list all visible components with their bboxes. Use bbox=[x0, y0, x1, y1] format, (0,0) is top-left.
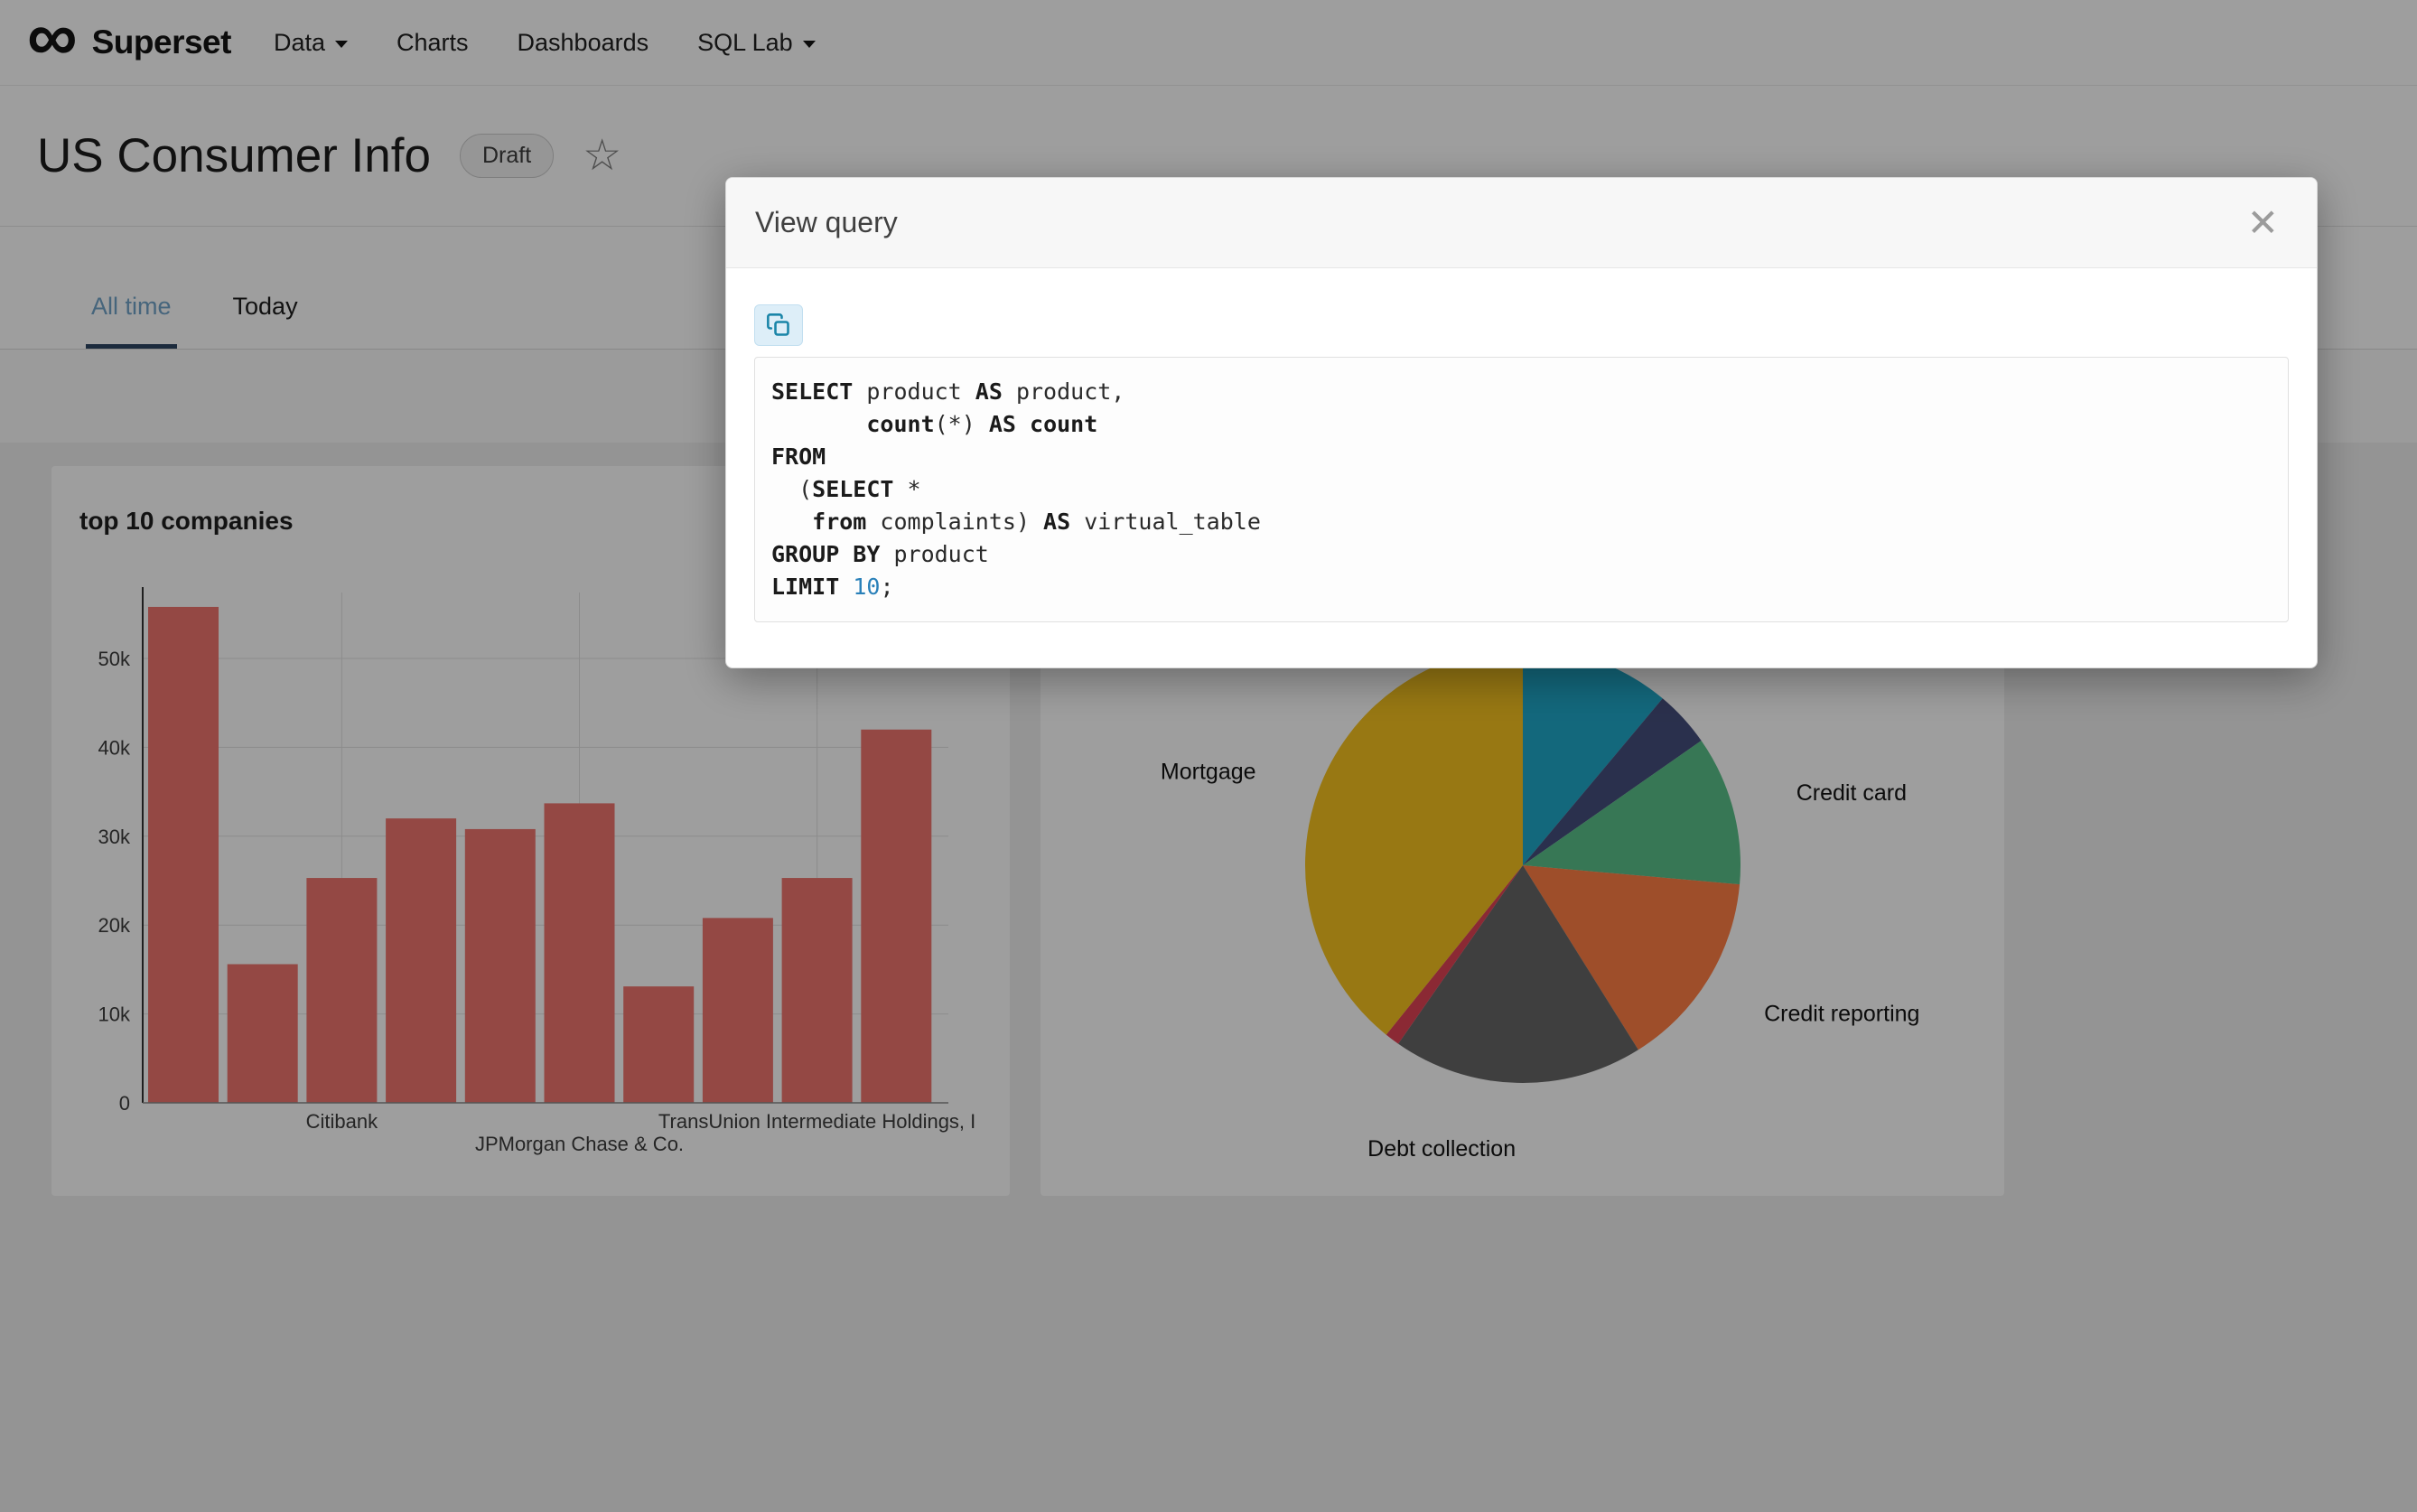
sql-line: GROUP BY product bbox=[771, 541, 989, 567]
y-axis-label: 40k bbox=[98, 736, 131, 759]
sql-line: SELECT product AS product, bbox=[771, 378, 1125, 405]
tab-all-time[interactable]: All time bbox=[86, 293, 177, 349]
x-axis-label: Citibank bbox=[306, 1110, 378, 1133]
nav-item-sql-lab[interactable]: SQL Lab bbox=[673, 0, 840, 85]
bar[interactable] bbox=[227, 964, 298, 1103]
nav-item-label: Charts bbox=[397, 28, 469, 56]
sql-line: from complaints) AS virtual_table bbox=[812, 509, 1261, 535]
x-axis-label: TransUnion Intermediate Holdings, I bbox=[658, 1110, 975, 1133]
modal-header: View query ✕ bbox=[726, 178, 2317, 268]
chevron-down-icon bbox=[802, 41, 816, 48]
pie-slice[interactable] bbox=[1386, 865, 1523, 1044]
copy-icon bbox=[767, 313, 789, 336]
bar[interactable] bbox=[544, 803, 615, 1103]
bar[interactable] bbox=[861, 729, 932, 1103]
top-navbar: ∞ Superset Data Charts Dashboards SQL Lab bbox=[0, 0, 2417, 86]
sql-line: (SELECT * bbox=[771, 476, 921, 502]
pie-slice-label: Credit card bbox=[1796, 780, 1907, 806]
bar[interactable] bbox=[464, 828, 536, 1103]
nav-menu: Data Charts Dashboards SQL Lab bbox=[249, 0, 840, 85]
pie-slice-debt-collection[interactable] bbox=[1398, 865, 1638, 1083]
tab-today[interactable]: Today bbox=[232, 293, 298, 320]
sql-line: FROM bbox=[771, 443, 826, 470]
y-axis-label: 30k bbox=[98, 826, 131, 848]
pie-slice-credit-reporting[interactable] bbox=[1523, 865, 1740, 1050]
bar[interactable] bbox=[702, 918, 773, 1103]
pie-slice[interactable] bbox=[1523, 648, 1663, 865]
modal-body: SELECT product AS product, count(*) AS c… bbox=[726, 268, 2317, 667]
bar[interactable] bbox=[386, 818, 457, 1103]
pie-slice-label: Mortgage bbox=[1161, 760, 1256, 785]
pie-slice-label: Debt collection bbox=[1367, 1136, 1516, 1162]
nav-item-charts[interactable]: Charts bbox=[372, 0, 493, 85]
nav-item-data[interactable]: Data bbox=[249, 0, 372, 85]
pie-slice-mortgage[interactable] bbox=[1305, 648, 1523, 1035]
nav-item-dashboards[interactable]: Dashboards bbox=[493, 0, 674, 85]
bar[interactable] bbox=[623, 986, 695, 1103]
x-axis-label: JPMorgan Chase & Co. bbox=[475, 1133, 684, 1155]
y-axis-label: 50k bbox=[98, 648, 131, 670]
bar[interactable] bbox=[148, 606, 219, 1103]
nav-item-label: Data bbox=[273, 28, 325, 56]
view-query-modal: View query ✕ SELECT product AS product, … bbox=[725, 177, 2318, 668]
favorite-star-icon[interactable]: ☆ bbox=[583, 131, 622, 180]
sql-line: LIMIT 10; bbox=[771, 574, 894, 600]
close-icon[interactable]: ✕ bbox=[2246, 201, 2279, 244]
y-axis-label: 0 bbox=[119, 1092, 130, 1115]
superset-logo-icon: ∞ bbox=[27, 0, 78, 76]
sql-line: count(*) AS count bbox=[866, 411, 1098, 437]
nav-item-label: SQL Lab bbox=[697, 28, 793, 56]
bar-chart-title: top 10 companies bbox=[79, 507, 294, 535]
copy-to-clipboard-button[interactable] bbox=[754, 304, 803, 346]
pie-slice-credit-card[interactable] bbox=[1523, 741, 1740, 885]
bar[interactable] bbox=[306, 878, 378, 1103]
y-axis-label: 10k bbox=[98, 1003, 131, 1026]
page-title: US Consumer Info bbox=[37, 129, 431, 182]
chevron-down-icon bbox=[335, 41, 348, 48]
brand[interactable]: ∞ Superset bbox=[27, 1, 232, 71]
pie-slice-label: Credit reporting bbox=[1764, 1002, 1919, 1027]
status-badge: Draft bbox=[459, 134, 555, 178]
y-axis-label: 20k bbox=[98, 914, 131, 937]
bar-chart[interactable]: 0 10k 20k 30k 40k 50k Citibank JPMorgan Chase &… bbox=[51, 466, 1010, 1196]
bar[interactable] bbox=[781, 878, 853, 1103]
modal-title: View query bbox=[755, 206, 898, 238]
pie-slice[interactable] bbox=[1523, 698, 1702, 865]
brand-name: Superset bbox=[91, 23, 232, 61]
pie-chart[interactable]: Credit card Credit reporting Debt collecti… bbox=[1041, 466, 2004, 1196]
nav-item-label: Dashboards bbox=[517, 28, 649, 56]
sql-code[interactable]: SELECT product AS product, count(*) AS c… bbox=[754, 357, 2289, 622]
